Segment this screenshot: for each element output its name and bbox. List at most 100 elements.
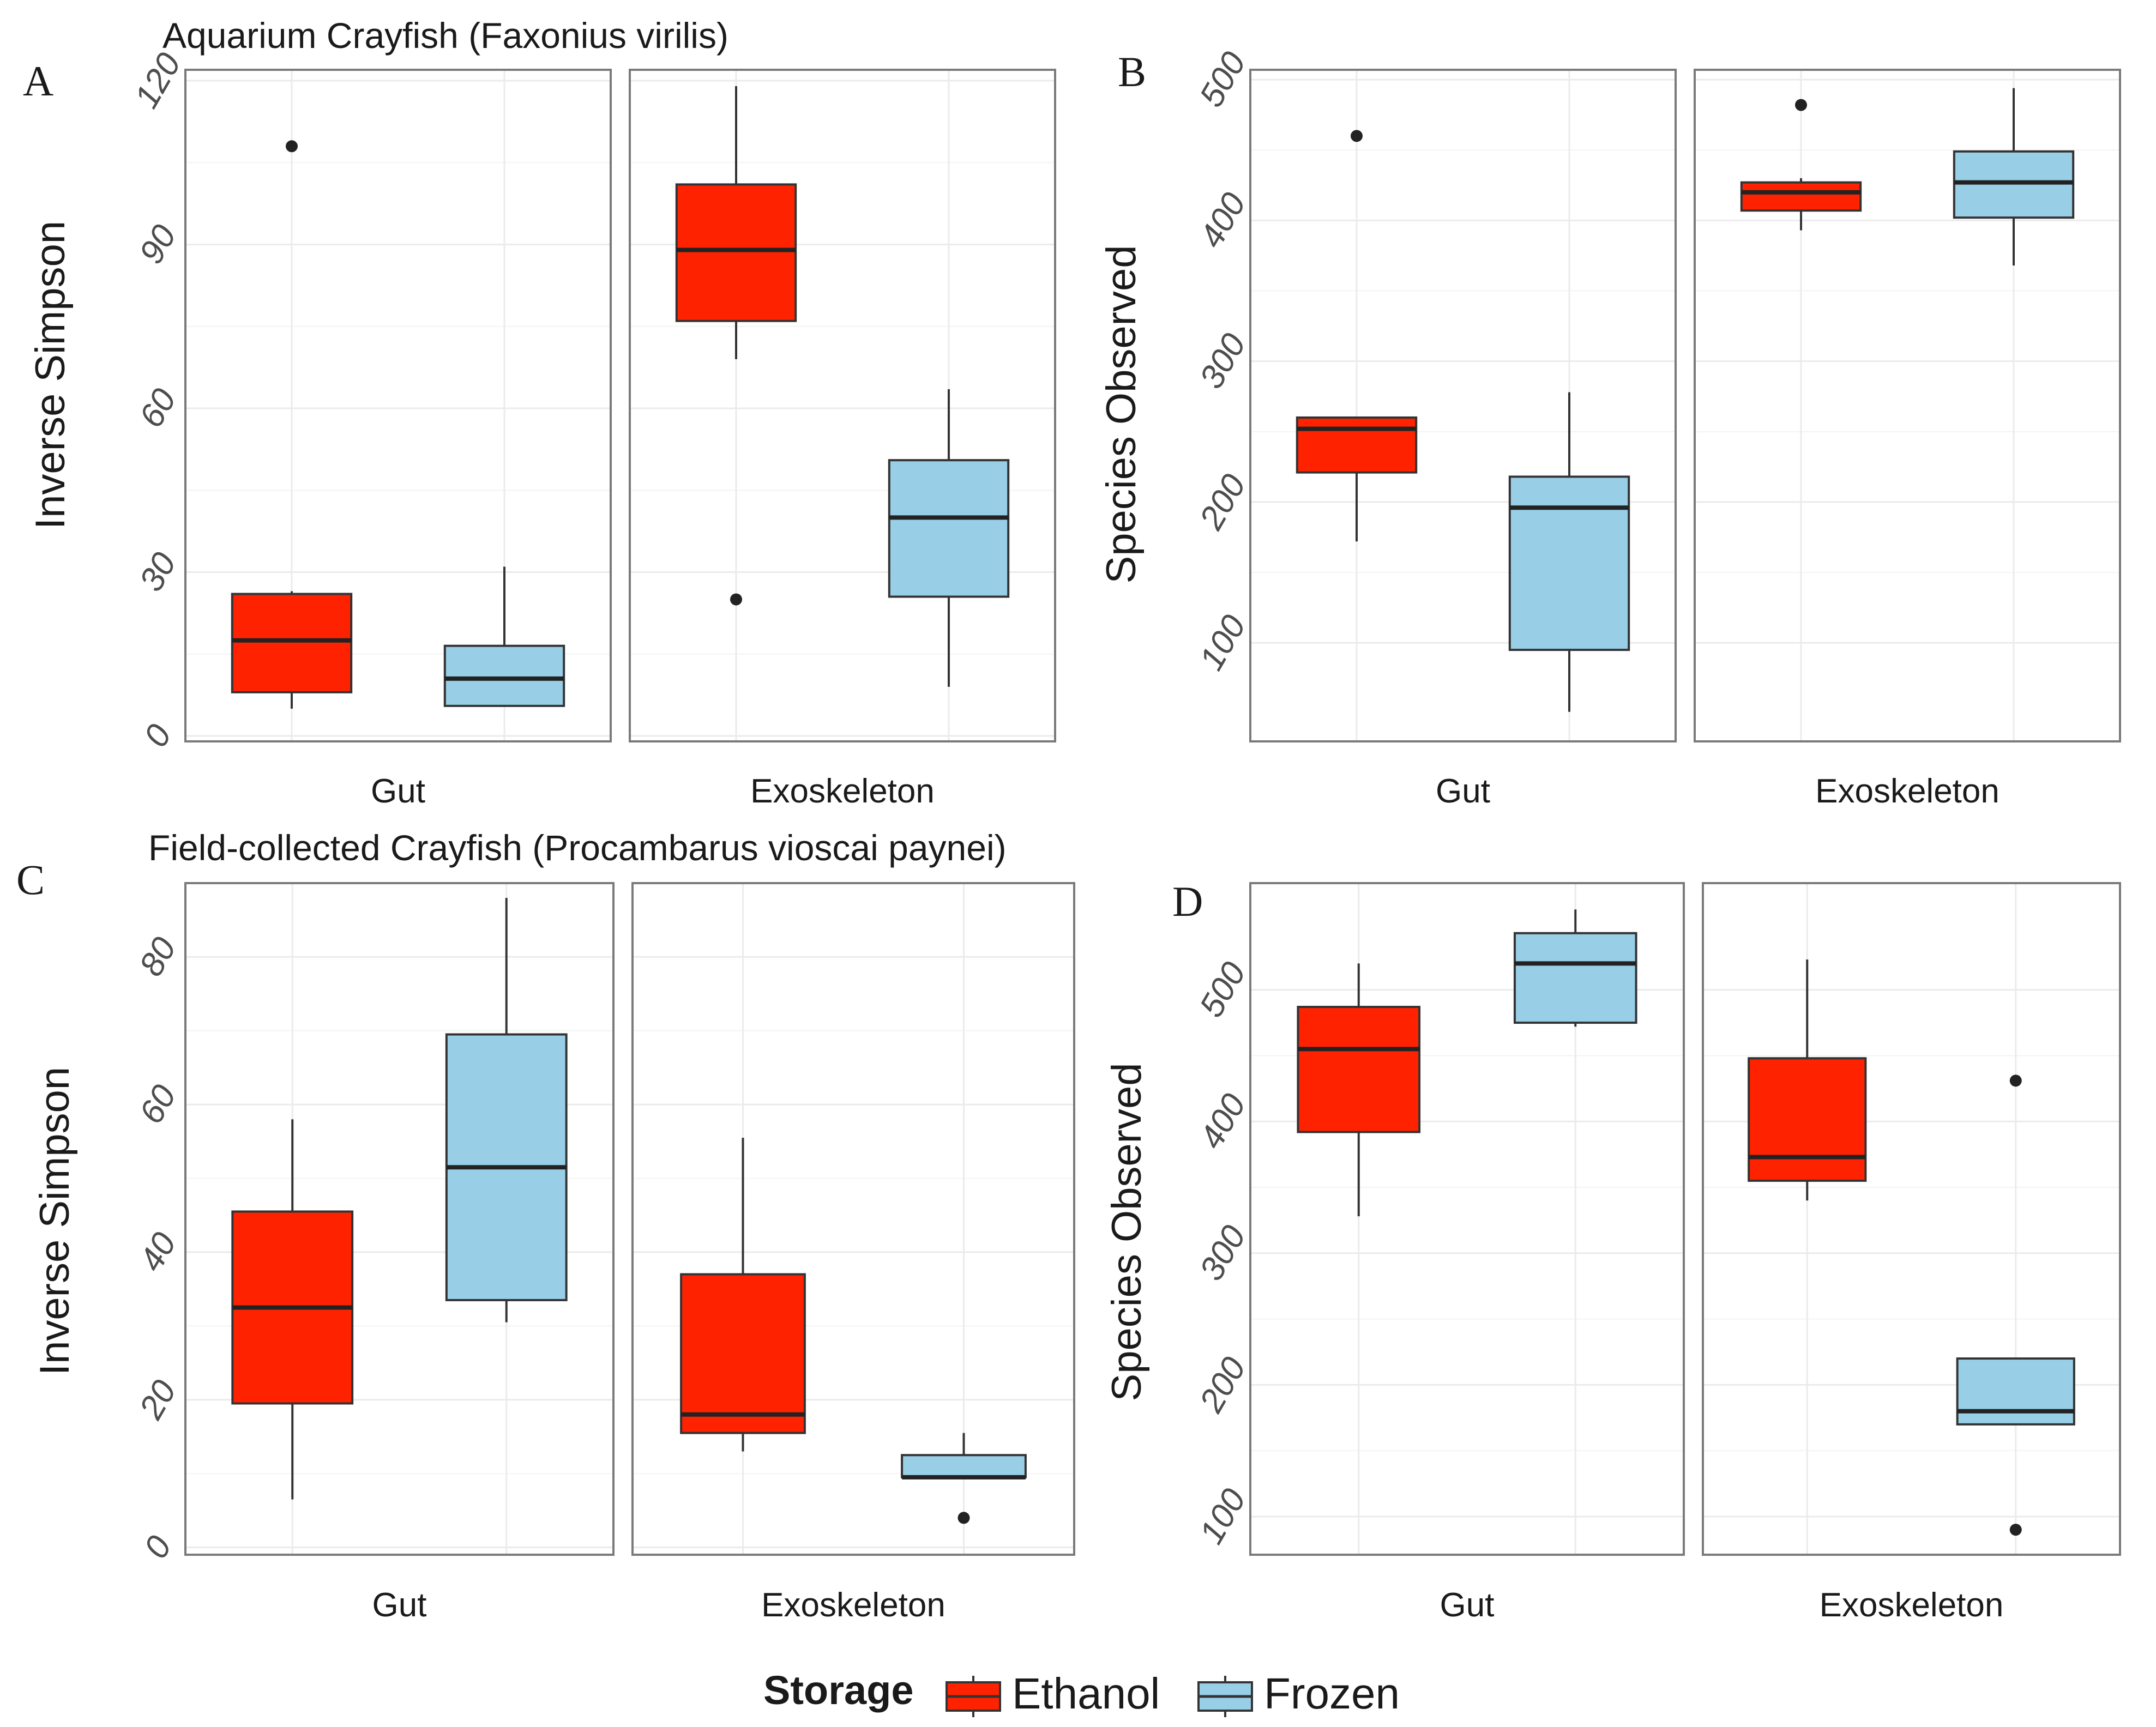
y-tick-label: 90: [132, 219, 183, 270]
box-iqr: [888, 459, 1010, 598]
box-iqr: [1513, 932, 1637, 1024]
y-tick-label: 500: [1193, 46, 1253, 113]
facet-label: Exoskeleton: [750, 772, 935, 810]
facet-border: [1702, 882, 2121, 1556]
facet-gut: Gut: [1249, 882, 1685, 1624]
y-tick-label: 60: [132, 383, 183, 434]
facet-gut: Gut: [184, 69, 612, 810]
box-iqr: [901, 1454, 1027, 1478]
facet-border: [1694, 69, 2121, 742]
facet-background: [630, 70, 1055, 741]
box-iqr: [680, 1273, 806, 1434]
y-tick-label: 60: [132, 1079, 183, 1130]
box-ethanol: [1740, 99, 1862, 231]
box-frozen: [1513, 909, 1637, 1027]
facet-exoskeleton: Exoskeleton: [629, 69, 1056, 810]
legend-label-ethanol: Ethanol: [1012, 1669, 1160, 1718]
y-tick-label: 0: [137, 718, 179, 753]
panel-a: A Aquarium Crayfish (Faxonius virilis) I…: [23, 15, 1056, 810]
box-frozen: [1953, 88, 2075, 266]
facet-background: [1703, 883, 2120, 1555]
outlier-point: [2009, 1524, 2022, 1536]
box-frozen: [1956, 1074, 2075, 1536]
outlier-point: [957, 1512, 970, 1524]
box-frozen: [445, 898, 568, 1323]
y-axis-label: Inverse Simpson: [27, 221, 74, 529]
facet-exoskeleton: Exoskeleton: [631, 882, 1075, 1624]
y-tick-label: 200: [1192, 468, 1253, 536]
legend: Storage Ethanol Frozen: [763, 1668, 1400, 1718]
box-ethanol: [231, 1119, 354, 1500]
box-iqr: [1296, 416, 1418, 474]
box-ethanol: [675, 86, 797, 606]
outlier-point: [1795, 99, 1807, 111]
facet-exoskeleton: Exoskeleton: [1702, 882, 2121, 1624]
panel-letter-c: C: [16, 856, 45, 903]
legend-item-frozen: Frozen: [1197, 1669, 1400, 1718]
facet-background: [633, 883, 1074, 1555]
box-iqr: [443, 644, 565, 707]
facet-gut: Gut: [1249, 69, 1677, 810]
y-tick-label: 40: [132, 1227, 183, 1278]
outlier-point: [1351, 130, 1363, 142]
y-tick-label: 300: [1193, 1219, 1253, 1287]
box-ethanol: [1748, 959, 1867, 1201]
box-iqr: [1508, 475, 1630, 651]
facet-label: Gut: [371, 772, 425, 810]
y-axis-label: Inverse Simpson: [32, 1067, 78, 1375]
box-iqr: [675, 183, 797, 322]
panel-letter-b: B: [1118, 48, 1146, 95]
y-tick-label: 400: [1193, 1088, 1253, 1155]
legend-title: Storage: [763, 1668, 914, 1713]
box-iqr: [231, 593, 353, 693]
facet-gut: Gut: [184, 882, 615, 1624]
box-iqr: [1956, 1357, 2075, 1426]
facet-label: Gut: [372, 1586, 427, 1624]
box-ethanol: [231, 140, 353, 709]
y-tick-label: 300: [1193, 327, 1253, 395]
y-tick-label: 500: [1193, 956, 1253, 1023]
facet-label: Exoskeleton: [1820, 1586, 2004, 1624]
y-tick-label: 400: [1193, 186, 1253, 254]
box-iqr: [1297, 1006, 1421, 1133]
chart-title: Aquarium Crayfish (Faxonius virilis): [162, 15, 728, 56]
facet-border: [631, 882, 1075, 1556]
facet-label: Gut: [1440, 1586, 1495, 1624]
facet-border: [629, 69, 1056, 742]
y-tick-label: 200: [1192, 1351, 1253, 1419]
outlier-point: [730, 593, 742, 606]
box-ethanol: [680, 1138, 806, 1452]
box-iqr: [1740, 181, 1862, 212]
panel-letter-a: A: [23, 57, 53, 105]
panel-b: B Species Observed Gut Exoskeleton 100 200 3…: [1098, 46, 2121, 810]
panel-c: C Field-collected Crayfish (Procambarus …: [16, 828, 1075, 1624]
facet-border: [184, 69, 612, 742]
box-frozen: [1508, 392, 1630, 712]
box-ethanol: [1297, 963, 1421, 1217]
legend-item-ethanol: Ethanol: [945, 1669, 1160, 1718]
y-tick-label: 100: [1193, 1483, 1253, 1550]
y-tick-label: 100: [1193, 609, 1253, 677]
facet-label: Gut: [1436, 772, 1490, 810]
y-tick-label: 120: [128, 47, 188, 114]
chart-title: Field-collected Crayfish (Procambarus vi…: [148, 828, 1007, 868]
facet-label: Exoskeleton: [1815, 772, 2000, 810]
box-frozen: [888, 389, 1010, 687]
facet-border: [1249, 69, 1677, 742]
facet-border: [1249, 882, 1685, 1556]
panel-d: D Species Observed Gut Exoskeleton 100 200 3…: [1104, 878, 2121, 1624]
box-frozen: [901, 1433, 1027, 1524]
y-tick-label: 0: [137, 1530, 179, 1565]
y-axis-label: Species Observed: [1098, 245, 1145, 584]
facet-label: Exoskeleton: [761, 1586, 945, 1624]
box-iqr: [1748, 1057, 1867, 1182]
outlier-point: [286, 140, 298, 153]
legend-label-frozen: Frozen: [1264, 1669, 1400, 1718]
box-frozen: [443, 566, 565, 707]
panel-letter-d: D: [1172, 878, 1203, 925]
outlier-point: [2009, 1074, 2022, 1087]
y-tick-label: 30: [132, 546, 183, 597]
y-tick-label: 80: [132, 931, 183, 982]
y-tick-label: 20: [132, 1374, 184, 1426]
